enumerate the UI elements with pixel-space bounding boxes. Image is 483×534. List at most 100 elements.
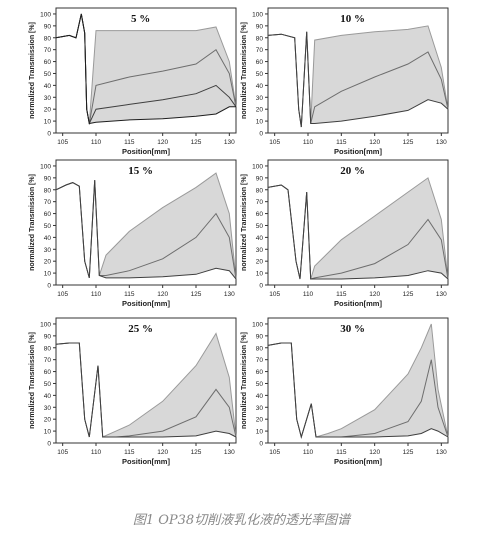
x-tick-label: 115: [124, 291, 135, 298]
y-tick-label: 70: [256, 357, 264, 364]
x-tick-label: 115: [336, 449, 347, 456]
y-axis-label: normalized Transmission [%]: [29, 332, 36, 429]
x-tick-label: 125: [191, 139, 202, 146]
y-tick-label: 90: [44, 333, 52, 340]
y-tick-label: 40: [256, 235, 264, 242]
figure-caption: 图1 OP38切削液乳化液的透光率图谱: [132, 513, 351, 528]
x-tick-label: 120: [369, 449, 380, 456]
y-tick-label: 0: [47, 131, 51, 138]
y-axis-label: normalized Transmission [%]: [241, 22, 248, 119]
x-tick-label: 130: [436, 139, 447, 146]
x-tick-label: 105: [57, 449, 68, 456]
x-tick-label: 115: [336, 291, 347, 298]
y-tick-label: 10: [44, 429, 52, 436]
x-tick-label: 120: [157, 139, 168, 146]
x-tick-label: 110: [303, 291, 314, 298]
y-tick-label: 60: [44, 369, 52, 376]
series-line: [267, 31, 449, 128]
y-tick-label: 90: [256, 333, 264, 340]
x-tick-label: 110: [91, 449, 102, 456]
y-tick-label: 0: [259, 441, 263, 448]
x-axis-label: Position[mm]: [334, 147, 382, 156]
y-tick-label: 30: [256, 247, 264, 254]
x-axis-label: Position[mm]: [334, 299, 382, 308]
x-tick-label: 110: [91, 291, 102, 298]
x-tick-label: 110: [91, 139, 102, 146]
x-tick-label: 115: [336, 139, 347, 146]
y-tick-label: 100: [252, 163, 263, 170]
y-tick-label: 60: [44, 59, 52, 66]
y-tick-label: 90: [256, 175, 264, 182]
x-tick-label: 110: [303, 449, 314, 456]
x-tick-label: 105: [269, 139, 280, 146]
series-line: [55, 13, 236, 125]
x-tick-label: 110: [303, 139, 314, 146]
y-tick-label: 90: [44, 23, 52, 30]
y-tick-label: 70: [256, 47, 264, 54]
x-tick-label: 120: [369, 139, 380, 146]
chart-title: 5 %: [131, 13, 150, 25]
y-tick-label: 20: [256, 417, 264, 424]
series-line: [55, 342, 237, 438]
y-tick-label: 50: [256, 381, 264, 388]
y-tick-label: 0: [47, 283, 51, 290]
y-tick-label: 30: [44, 95, 52, 102]
x-tick-label: 115: [124, 139, 135, 146]
x-tick-label: 130: [224, 449, 235, 456]
y-tick-label: 70: [44, 199, 52, 206]
chart-panel: 0 10 20 30 40 50 60 70 80 90 100 105 110 115 120 125 130…: [29, 317, 237, 466]
y-tick-label: 40: [44, 393, 52, 400]
y-tick-label: 60: [256, 59, 264, 66]
y-tick-label: 80: [256, 187, 264, 194]
curve-envelope: [56, 14, 236, 124]
y-tick-label: 50: [44, 71, 52, 78]
chart-title: 25 %: [128, 323, 153, 335]
x-tick-label: 125: [191, 449, 202, 456]
x-tick-label: 130: [436, 291, 447, 298]
y-tick-label: 20: [256, 259, 264, 266]
x-tick-label: 125: [191, 291, 202, 298]
y-tick-label: 60: [256, 211, 264, 218]
x-tick-label: 105: [57, 139, 68, 146]
y-tick-label: 80: [44, 187, 52, 194]
y-tick-label: 70: [44, 47, 52, 54]
y-axis-label: normalized Transmission [%]: [241, 174, 248, 271]
x-axis-label: Position[mm]: [122, 299, 170, 308]
y-tick-label: 10: [44, 119, 52, 126]
chart-panel: 0 10 20 30 40 50 60 70 80 90 100 105 110 115 120 125 130…: [241, 159, 449, 308]
y-tick-label: 10: [256, 271, 264, 278]
x-tick-label: 115: [124, 449, 135, 456]
y-tick-label: 20: [256, 107, 264, 114]
x-tick-label: 130: [224, 139, 235, 146]
chart-title: 15 %: [128, 165, 153, 177]
x-axis-label: Position[mm]: [122, 147, 170, 156]
y-tick-label: 70: [44, 357, 52, 364]
x-axis-label: Position[mm]: [122, 457, 170, 466]
y-tick-label: 20: [44, 417, 52, 424]
x-tick-label: 105: [57, 291, 68, 298]
x-tick-label: 125: [403, 449, 414, 456]
y-tick-label: 30: [44, 405, 52, 412]
y-axis-label: normalized Transmission [%]: [29, 22, 36, 119]
y-tick-label: 0: [259, 131, 263, 138]
x-tick-label: 120: [157, 291, 168, 298]
y-tick-label: 60: [44, 211, 52, 218]
y-tick-label: 30: [256, 95, 264, 102]
chart-panel: 0 10 20 30 40 50 60 70 80 90 100 105 110 115 120 125 130…: [29, 7, 237, 156]
series-line: [267, 184, 449, 280]
x-tick-label: 125: [403, 291, 414, 298]
series-line: [55, 180, 237, 280]
y-tick-label: 50: [44, 381, 52, 388]
y-tick-label: 50: [256, 223, 264, 230]
y-tick-label: 60: [256, 369, 264, 376]
y-tick-label: 20: [44, 107, 52, 114]
x-tick-label: 130: [436, 449, 447, 456]
y-tick-label: 0: [259, 283, 263, 290]
x-tick-label: 120: [369, 291, 380, 298]
y-tick-label: 80: [44, 35, 52, 42]
y-tick-label: 10: [256, 429, 264, 436]
y-tick-label: 80: [256, 35, 264, 42]
chart-panel: 0 10 20 30 40 50 60 70 80 90 100 105 110 115 120 125 130…: [241, 7, 449, 156]
y-tick-label: 0: [47, 441, 51, 448]
y-tick-label: 20: [44, 259, 52, 266]
